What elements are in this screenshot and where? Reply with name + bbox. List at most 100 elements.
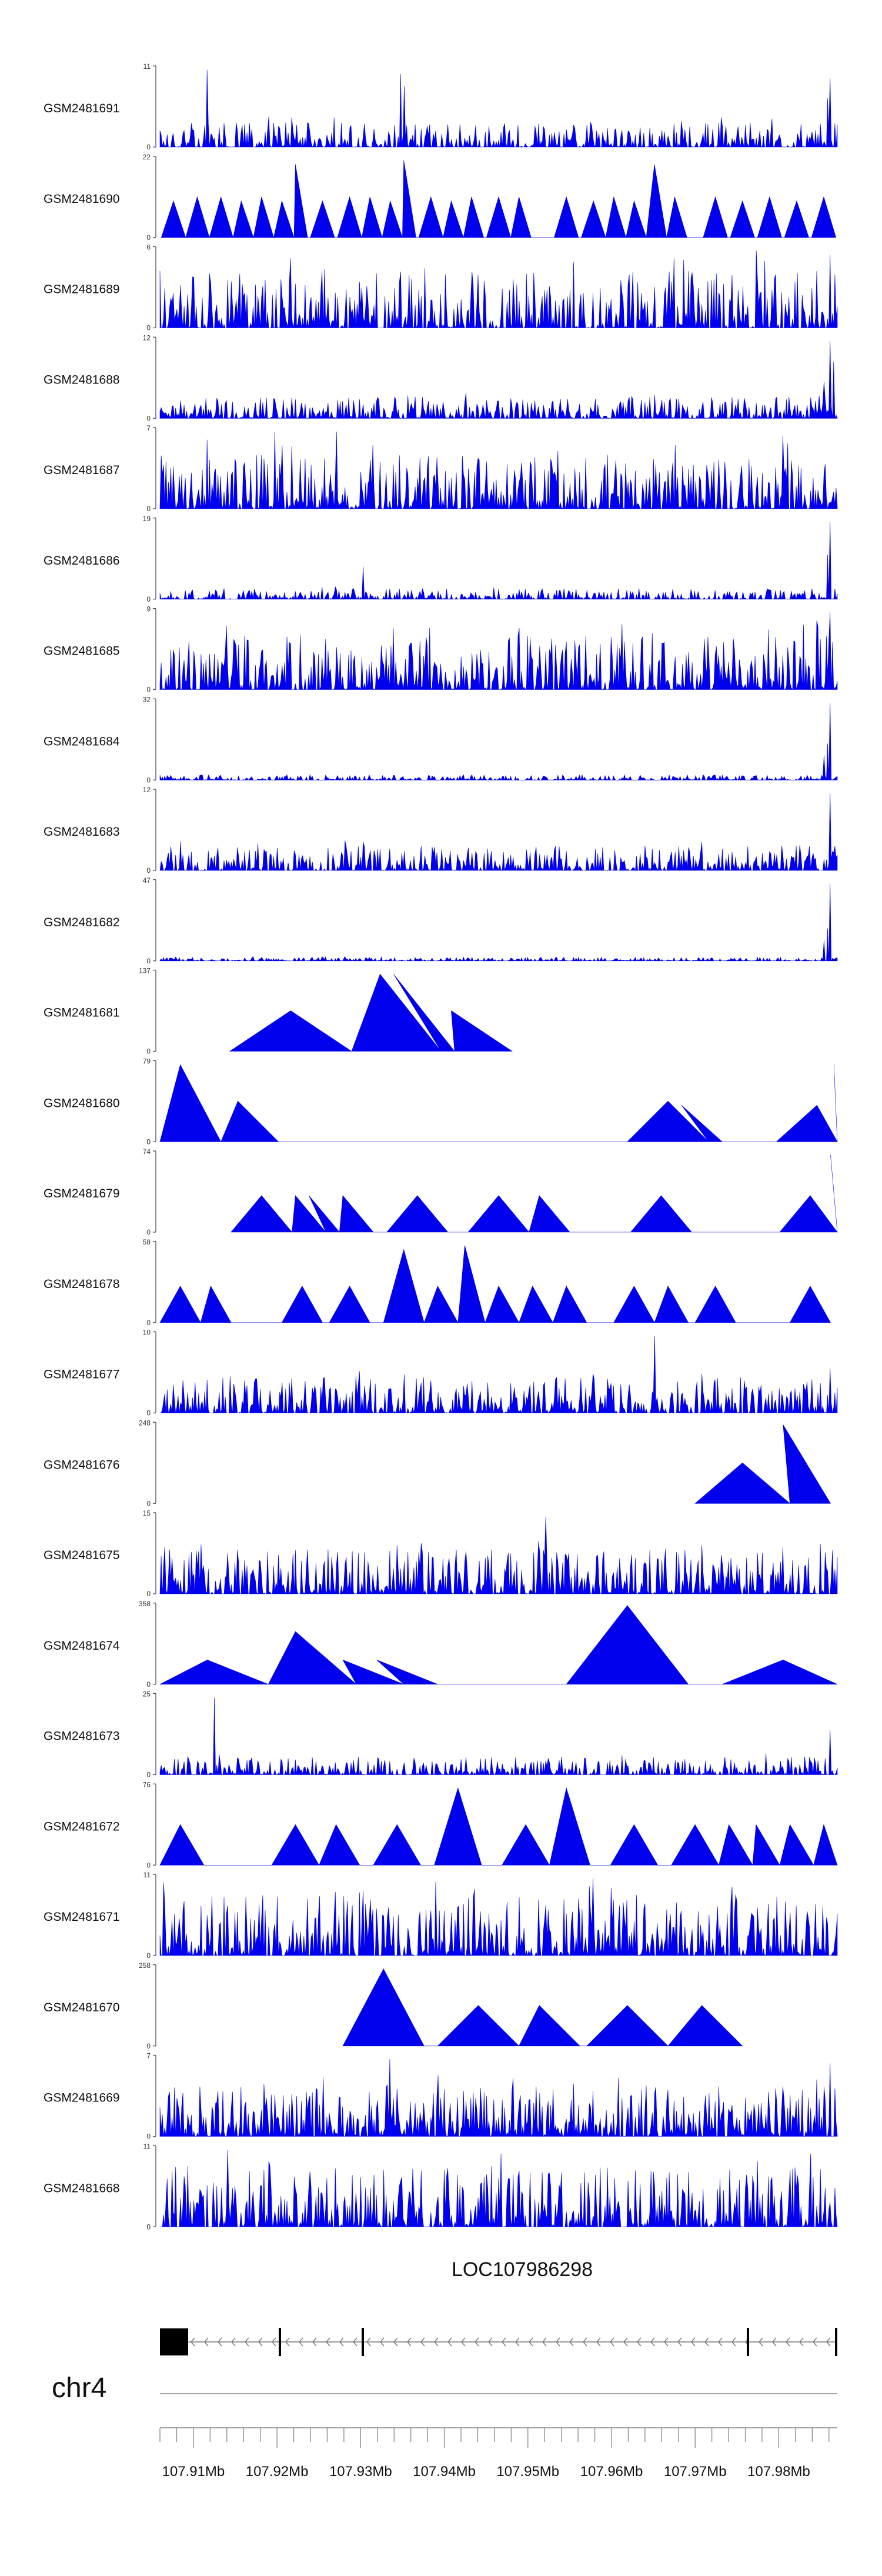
exon-block bbox=[747, 2328, 749, 2356]
track-GSM2481682: GSM2481682 47 0 bbox=[44, 876, 838, 965]
y-max-label: 7 bbox=[146, 424, 151, 432]
strand-arrow-icon bbox=[285, 2337, 290, 2347]
coverage-area bbox=[159, 1064, 838, 1143]
strand-arrow-icon bbox=[475, 2337, 479, 2347]
strand-arrow-icon bbox=[326, 2337, 330, 2347]
y-max-label: 58 bbox=[143, 1238, 151, 1246]
strand-arrow-icon bbox=[312, 2337, 317, 2347]
coverage-area bbox=[159, 1516, 838, 1595]
strand-arrow-icon bbox=[637, 2337, 642, 2347]
coverage-area bbox=[159, 2059, 838, 2137]
y-min-label: 0 bbox=[146, 776, 151, 784]
track-GSM2481670: GSM2481670 258 0 bbox=[44, 1961, 743, 2050]
coverage-area bbox=[159, 612, 838, 690]
strand-arrow-icon bbox=[420, 2337, 425, 2347]
y-min-label: 0 bbox=[146, 1137, 151, 1146]
y-max-label: 7 bbox=[146, 2052, 151, 2060]
exon-block bbox=[279, 2328, 281, 2356]
strand-arrow-icon bbox=[623, 2337, 628, 2347]
y-min-label: 0 bbox=[146, 1047, 151, 1056]
track-label: GSM2481684 bbox=[44, 735, 120, 748]
gene-name-label: LOC107986298 bbox=[452, 2258, 593, 2281]
y-min-label: 0 bbox=[146, 233, 151, 242]
strand-arrow-icon bbox=[772, 2337, 777, 2347]
strand-arrow-icon bbox=[380, 2337, 385, 2347]
coverage-area bbox=[159, 1697, 838, 1776]
y-max-label: 137 bbox=[139, 967, 151, 975]
strand-arrow-icon bbox=[434, 2337, 439, 2347]
track-GSM2481683: GSM2481683 12 0 bbox=[44, 786, 838, 875]
track-label: GSM2481690 bbox=[44, 192, 120, 206]
track-label: GSM2481675 bbox=[44, 1549, 120, 1562]
y-max-label: 10 bbox=[143, 1329, 151, 1337]
y-max-label: 248 bbox=[139, 1419, 151, 1427]
track-label: GSM2481686 bbox=[44, 554, 120, 568]
track-label: GSM2481677 bbox=[44, 1368, 120, 1382]
strand-arrow-icon bbox=[596, 2337, 601, 2347]
track-label: GSM2481678 bbox=[44, 1277, 120, 1291]
y-min-label: 0 bbox=[146, 1228, 151, 1236]
chromosome-label: chr4 bbox=[52, 2373, 106, 2404]
coverage-area bbox=[159, 793, 838, 872]
track-GSM2481675: GSM2481675 15 0 bbox=[44, 1509, 838, 1598]
strand-arrow-icon bbox=[786, 2337, 790, 2347]
strand-arrow-icon bbox=[556, 2337, 560, 2347]
track-label: GSM2481670 bbox=[44, 2001, 120, 2014]
exon-block bbox=[835, 2328, 837, 2356]
strand-arrow-icon bbox=[339, 2337, 344, 2347]
coverage-area bbox=[159, 431, 838, 510]
track-GSM2481676: GSM2481676 248 0 bbox=[44, 1419, 831, 1507]
coverage-area bbox=[342, 1968, 743, 2047]
y-max-label: 47 bbox=[143, 876, 151, 885]
track-label: GSM2481673 bbox=[44, 1730, 120, 1743]
y-max-label: 25 bbox=[143, 1690, 151, 1699]
track-GSM2481680: GSM2481680 79 0 bbox=[44, 1057, 838, 1146]
coverage-area bbox=[230, 1154, 838, 1233]
y-max-label: 32 bbox=[143, 695, 151, 703]
exon-block bbox=[160, 2328, 188, 2355]
y-max-label: 9 bbox=[146, 605, 151, 613]
y-min-label: 0 bbox=[146, 1590, 151, 1598]
track-label: GSM2481691 bbox=[44, 102, 120, 115]
strand-arrow-icon bbox=[677, 2337, 682, 2347]
track-label: GSM2481669 bbox=[44, 2091, 120, 2105]
axis-tick-label: 107.92Mb bbox=[246, 2464, 309, 2480]
y-max-label: 19 bbox=[143, 515, 151, 523]
strand-arrow-icon bbox=[258, 2337, 263, 2347]
coverage-area bbox=[229, 973, 513, 1052]
strand-arrow-icon bbox=[529, 2337, 533, 2347]
strand-arrow-icon bbox=[461, 2337, 466, 2347]
strand-arrow-icon bbox=[569, 2337, 574, 2347]
track-GSM2481687: GSM2481687 7 0 bbox=[44, 424, 838, 513]
track-label: GSM2481679 bbox=[44, 1187, 120, 1200]
track-label: GSM2481680 bbox=[44, 1096, 120, 1110]
y-max-label: 358 bbox=[139, 1600, 151, 1608]
coverage-area bbox=[159, 703, 838, 781]
track-GSM2481684: GSM2481684 32 0 bbox=[44, 695, 838, 784]
strand-arrow-icon bbox=[515, 2337, 520, 2347]
track-GSM2481672: GSM2481672 76 0 bbox=[44, 1780, 838, 1869]
track-label: GSM2481672 bbox=[44, 1820, 120, 1833]
y-max-label: 11 bbox=[143, 62, 151, 71]
y-min-label: 0 bbox=[146, 414, 151, 422]
y-max-label: 6 bbox=[146, 243, 151, 252]
coverage-area bbox=[159, 883, 838, 962]
y-max-label: 15 bbox=[143, 1509, 151, 1517]
strand-arrow-icon bbox=[542, 2337, 547, 2347]
strand-arrow-icon bbox=[245, 2337, 249, 2347]
y-max-label: 79 bbox=[143, 1057, 151, 1065]
axis-tick-label: 107.93Mb bbox=[329, 2464, 392, 2480]
strand-arrow-icon bbox=[813, 2337, 817, 2347]
coverage-area bbox=[159, 1787, 838, 1866]
axis-tick-label: 107.96Mb bbox=[580, 2464, 643, 2480]
track-GSM2481681: GSM2481681 137 0 bbox=[44, 967, 513, 1056]
track-label: GSM2481683 bbox=[44, 825, 120, 839]
y-max-label: 11 bbox=[143, 1871, 151, 1879]
track-GSM2481673: GSM2481673 25 0 bbox=[44, 1690, 838, 1779]
y-min-label: 0 bbox=[146, 505, 151, 513]
track-GSM2481671: GSM2481671 11 0 bbox=[44, 1871, 838, 1960]
y-min-label: 0 bbox=[146, 1409, 151, 1417]
track-GSM2481674: GSM2481674 358 0 bbox=[44, 1600, 838, 1689]
y-min-label: 0 bbox=[146, 1680, 151, 1689]
genome-axis: 107.91Mb 107.92Mb 107.93Mb 107.94Mb 107.95Mb… bbox=[159, 2393, 837, 2480]
